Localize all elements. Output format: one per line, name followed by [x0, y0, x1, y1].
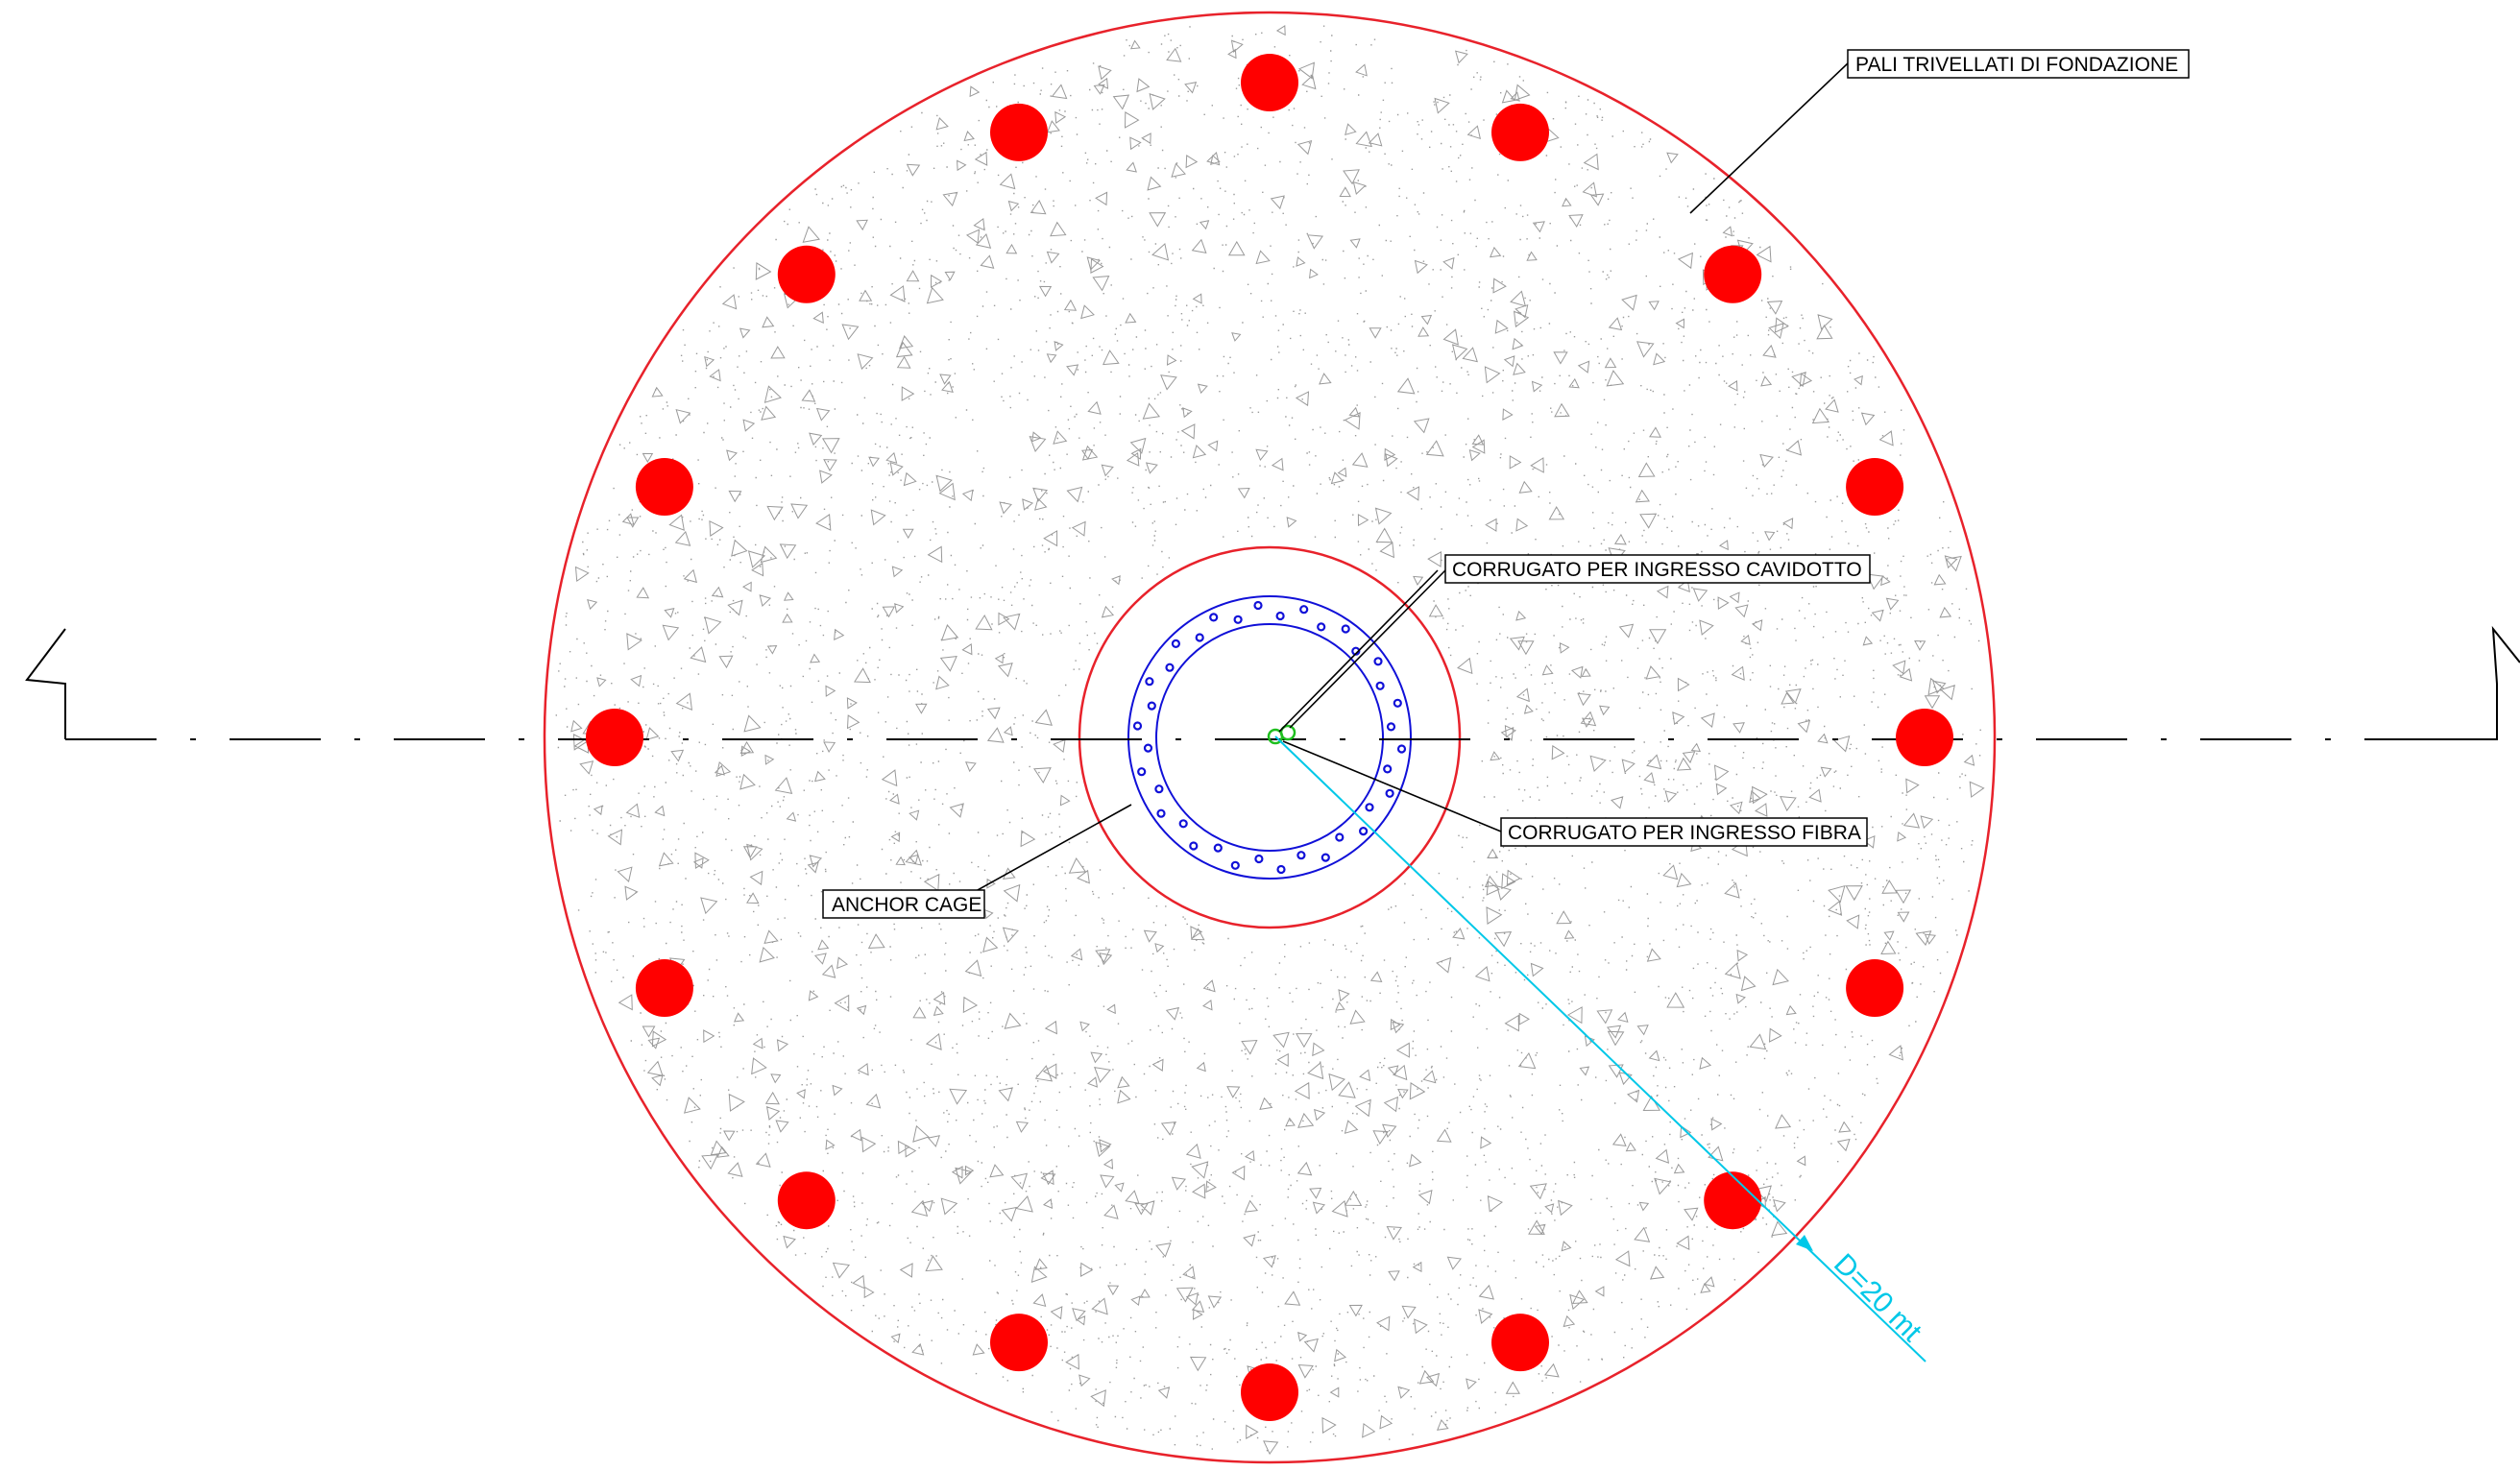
diameter-label: D=20 mt: [1828, 1248, 1928, 1349]
anchor-bolt: [1341, 624, 1350, 634]
anchor-bolt: [1253, 600, 1263, 611]
anchor-bolt: [1209, 613, 1219, 622]
anchor-bolt: [1373, 657, 1383, 666]
leader-lines: [975, 62, 1849, 892]
anchor-bolt: [1171, 639, 1181, 649]
anchor-bolt: [1299, 605, 1309, 615]
anchor-bolt: [1385, 788, 1394, 798]
anchor-bolt: [1275, 611, 1285, 621]
leader-anchor: [975, 804, 1132, 892]
anchor-bolt: [1213, 843, 1223, 853]
pile: [990, 1314, 1048, 1372]
anchor-bolt: [1393, 698, 1402, 708]
anchor-bolt: [1230, 860, 1240, 870]
anchor-bolt: [1154, 784, 1164, 794]
svg-text:ANCHOR CAGE: ANCHOR CAGE: [832, 894, 981, 916]
callout-anchor-cage: ANCHOR CAGE: [822, 889, 985, 919]
anchor-bolt: [1254, 854, 1264, 864]
pile: [586, 709, 643, 766]
pile: [1241, 54, 1298, 111]
drilled-piles: [586, 54, 1953, 1421]
callout-cavidotto: CORRUGATO PER INGRESSO CAVIDOTTO: [1444, 554, 1871, 584]
pile: [1241, 1363, 1298, 1421]
anchor-bolt: [1321, 853, 1330, 862]
pile: [777, 1171, 836, 1230]
pile: [635, 458, 693, 516]
anchor-bolt: [1386, 722, 1396, 732]
conduit-fibra: [1267, 728, 1284, 745]
anchor-bolt: [1375, 681, 1385, 690]
anchor-bolt: [1145, 677, 1154, 687]
anchor-bolt: [1233, 615, 1243, 624]
pile: [1491, 1314, 1549, 1372]
pile: [777, 245, 836, 303]
section-marker-left: [25, 628, 66, 739]
pile: [1846, 959, 1904, 1017]
anchor-bolt: [1137, 767, 1147, 777]
anchor-bolt: [1178, 819, 1188, 829]
anchor-bolt: [1143, 743, 1153, 753]
anchor-cage-inner-ring: [1155, 623, 1384, 852]
leader-piles: [1689, 62, 1849, 214]
pile: [990, 103, 1048, 161]
anchor-bolt: [1132, 721, 1143, 731]
hatch-aggregate: [570, 25, 1985, 1456]
callout-piles: PALI TRIVELLATI DI FONDAZIONE: [1847, 49, 2190, 79]
centerline: [25, 625, 2520, 740]
pile: [1846, 458, 1904, 516]
anchor-bolt: [1147, 701, 1156, 711]
foundation-outline: [543, 11, 1997, 1464]
anchor-bolt: [1335, 832, 1345, 842]
leader-fibra: [1282, 740, 1502, 832]
pile: [1704, 245, 1762, 303]
svg-text:CORRUGATO PER INGRESSO CAVIDOT: CORRUGATO PER INGRESSO CAVIDOTTO: [1452, 559, 1862, 581]
anchor-bolt: [1276, 864, 1286, 875]
leader-cavidotto-2: [1278, 569, 1439, 733]
dimension-arrowhead: [1796, 1235, 1813, 1251]
svg-text:PALI TRIVELLATI DI FONDAZIONE: PALI TRIVELLATI DI FONDAZIONE: [1855, 54, 2178, 76]
leader-cavidotto: [1289, 569, 1446, 729]
pile: [1491, 103, 1549, 161]
pile: [1896, 709, 1953, 766]
anchor-bolt: [1317, 622, 1326, 632]
anchor-bolt: [1396, 744, 1407, 754]
anchor-bolts: [1132, 600, 1407, 875]
section-marker-right: [2430, 625, 2520, 740]
anchor-bolt: [1165, 663, 1175, 672]
anchor-bolt: [1189, 841, 1199, 851]
svg-text:CORRUGATO PER INGRESSO FIBRA: CORRUGATO PER INGRESSO FIBRA: [1508, 822, 1861, 844]
anchor-bolt: [1383, 764, 1393, 774]
anchor-bolt: [1365, 803, 1374, 812]
pile: [635, 959, 693, 1017]
anchor-bolt: [1296, 851, 1306, 860]
anchor-bolt: [1156, 808, 1166, 818]
anchor-bolt: [1195, 633, 1204, 642]
pile: [1704, 1171, 1762, 1230]
callout-fibra: CORRUGATO PER INGRESSO FIBRA: [1500, 817, 1868, 847]
anchor-cage-outer-ring: [1127, 595, 1412, 880]
anchor-bolt: [1358, 826, 1369, 836]
